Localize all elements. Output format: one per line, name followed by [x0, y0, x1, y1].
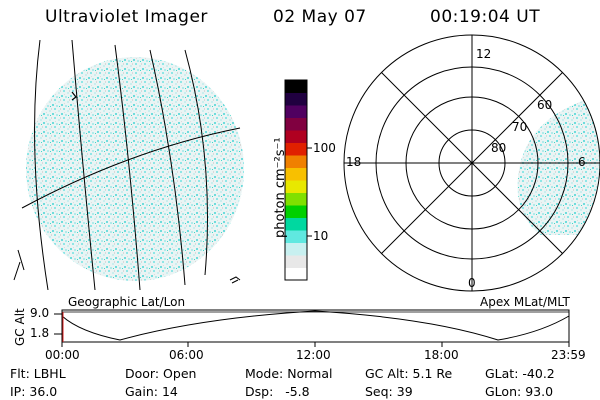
color-bar-frame: [284, 79, 308, 281]
polar-plot: [343, 34, 600, 292]
altitude-xtick-1200: 12:00: [296, 348, 331, 362]
color-bar-cell: [285, 142, 307, 156]
mlat-label-80: 80: [491, 141, 507, 155]
altitude-xtick-2359: 23:59: [551, 348, 586, 362]
color-scale-bar: [284, 79, 312, 281]
altitude-plot-frame: [61, 309, 570, 343]
altitude-xtick-0000: 00:00: [45, 348, 80, 362]
color-bar-cell: [285, 192, 307, 206]
geo-lon-line-1: [34, 40, 49, 290]
filter-value: LBHL: [33, 366, 66, 381]
color-bar-cell: [285, 167, 307, 181]
color-bar-cell: [285, 230, 307, 243]
filter-status: Flt: LBHL: [10, 366, 66, 381]
altitude-ytick-low: 1.8: [30, 326, 50, 340]
polar-meridian-diagonal: [381, 72, 563, 254]
altitude-curve: [61, 310, 570, 341]
geo-panel-caption: Geographic Lat/Lon: [68, 295, 186, 309]
altitude-ylabel: GC Alt: [13, 308, 27, 346]
mlt-label-12: 12: [476, 47, 492, 61]
gc-alt-value: 5.1 Re: [412, 366, 453, 381]
colorbar-tick-100: 100: [313, 141, 336, 155]
geographic-image: [13, 40, 244, 290]
glon-status: GLon: 93.0: [485, 384, 554, 399]
seq-value: 39: [396, 384, 413, 399]
dsp-status: Dsp: -5.8: [245, 384, 310, 399]
coastline-fragment: [229, 276, 241, 284]
mlt-label-6: 6: [578, 155, 586, 169]
coastline-fragment: [71, 91, 77, 101]
auroral-oval-patch: [517, 100, 600, 235]
color-bar-cell: [285, 180, 307, 193]
geo-lat-line: [21, 127, 241, 209]
color-bar-cell: [285, 92, 307, 106]
polar-panel-caption: Apex MLat/MLT: [480, 295, 570, 309]
altitude-plot: [54, 309, 570, 347]
mlat-label-70: 70: [512, 120, 528, 134]
color-bar-cell: [285, 155, 307, 168]
geo-lon-line-2: [71, 40, 96, 290]
altitude-xtick-1800: 18:00: [424, 348, 459, 362]
observation-time: 00:19:04 UT: [430, 7, 541, 27]
color-bar-cell: [285, 105, 307, 118]
color-bar-cell: [285, 217, 307, 231]
color-bar-cell: [285, 205, 307, 218]
geo-lon-line-3: [114, 44, 141, 290]
color-bar-cell: [285, 267, 307, 281]
coastline-fragment: [13, 249, 25, 281]
instrument-title: Ultraviolet Imager: [45, 7, 208, 27]
door-value: Open: [163, 366, 197, 381]
mlt-label-18: 18: [346, 155, 362, 169]
ip-value: 36.0: [29, 384, 58, 399]
mode-status: Mode: Normal: [245, 366, 333, 381]
glat-status: GLat: -40.2: [485, 366, 555, 381]
mlat-label-60: 60: [537, 98, 553, 112]
ip-status: IP: 36.0: [10, 384, 58, 399]
color-bar-cell: [285, 117, 307, 131]
gain-status: Gain: 14: [125, 384, 178, 399]
mlt-label-0: 0: [468, 276, 476, 290]
seq-status: Seq: 39: [365, 384, 413, 399]
colorbar-unit-label: photon cm⁻²s⁻¹: [273, 137, 288, 238]
color-bar-cell: [285, 242, 307, 256]
observation-date: 02 May 07: [273, 7, 367, 27]
glon-value: 93.0: [525, 384, 554, 399]
gain-value: 14: [161, 384, 178, 399]
colorbar-tick-10: 10: [313, 229, 329, 243]
dsp-value: -5.8: [285, 384, 310, 399]
gc-alt-status: GC Alt: 5.1 Re: [365, 366, 453, 381]
geo-lon-line-4: [149, 49, 186, 286]
altitude-ytick-high: 9.0: [30, 306, 50, 320]
door-status: Door: Open: [125, 366, 197, 381]
geo-lon-line-5: [184, 49, 208, 276]
color-bar-cell: [285, 255, 307, 268]
glat-value: -40.2: [522, 366, 555, 381]
color-bar-cell: [285, 80, 307, 93]
altitude-xtick-0600: 06:00: [169, 348, 204, 362]
mode-value: Normal: [287, 366, 333, 381]
color-bar-cell: [285, 130, 307, 143]
